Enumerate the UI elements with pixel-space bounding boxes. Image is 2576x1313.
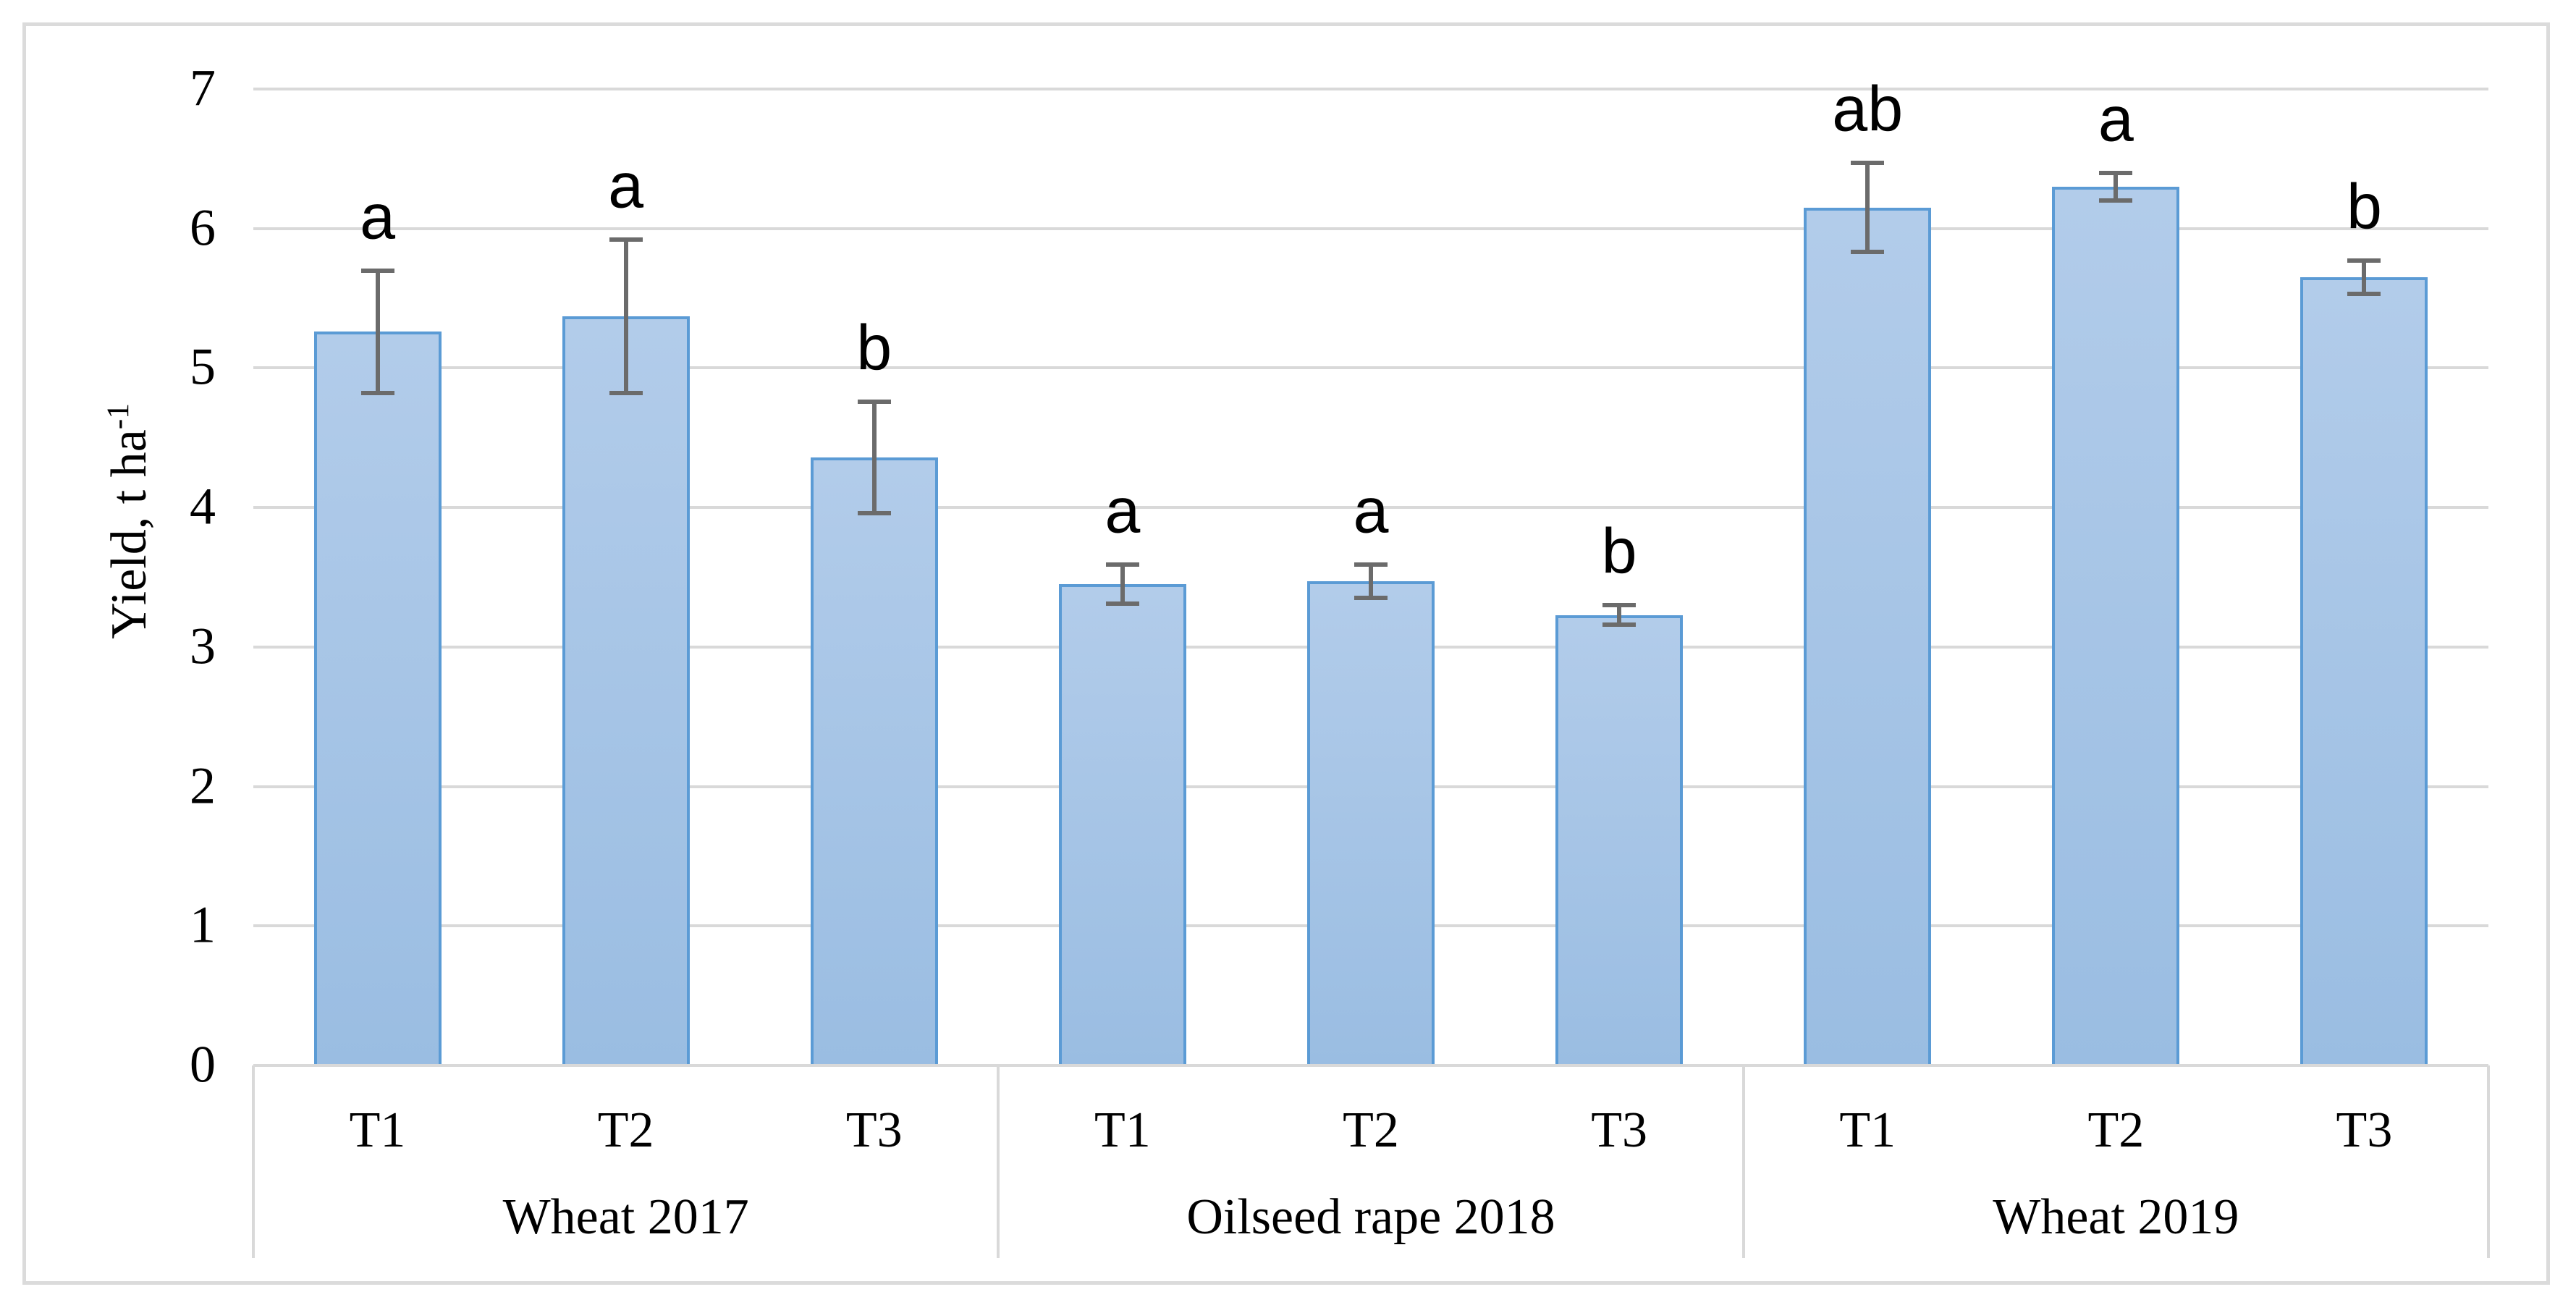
error-bar-line bbox=[375, 270, 380, 394]
y-tick-label-1: 1 bbox=[190, 895, 216, 954]
error-bar-cap-bottom bbox=[1602, 622, 1637, 628]
y-axis-title-text: Yield, t ha bbox=[101, 429, 158, 639]
error-bar-cap-top bbox=[857, 399, 891, 404]
category-label-t1-group1: T1 bbox=[349, 1102, 406, 1158]
x-axis-line bbox=[253, 1064, 2488, 1067]
y-axis-title-superscript: -1 bbox=[100, 403, 135, 430]
error-bar-line bbox=[871, 401, 877, 513]
error-bar-cap-bottom bbox=[857, 510, 891, 515]
error-bar-cap-bottom bbox=[609, 391, 643, 396]
group-label-oilseed-rape-2018: Oilseed rape 2018 bbox=[1186, 1189, 1555, 1245]
error-bar-cap-top bbox=[1851, 161, 1885, 166]
error-bar-cap-bottom bbox=[2347, 292, 2381, 297]
gridline-y6 bbox=[253, 227, 2488, 230]
category-group-divider-1 bbox=[997, 1065, 1000, 1258]
category-label-t1-group3: T1 bbox=[1839, 1102, 1896, 1158]
error-bar-cap-top bbox=[1105, 562, 1139, 567]
bar-wheat-2019-t3 bbox=[2300, 277, 2428, 1065]
bar-oilseed-rape-2018-t3 bbox=[1555, 615, 1684, 1065]
gridline-y4 bbox=[253, 506, 2488, 510]
significance-letter: b bbox=[2346, 170, 2382, 242]
gridline-y5 bbox=[253, 366, 2488, 370]
significance-letter: a bbox=[608, 149, 644, 221]
error-bar-cap-top bbox=[609, 237, 643, 242]
category-label-t2-group3: T2 bbox=[2087, 1102, 2145, 1158]
error-bar-cap-bottom bbox=[360, 391, 394, 396]
error-bar-cap-bottom bbox=[1105, 601, 1139, 607]
category-label-t3-group1: T3 bbox=[845, 1102, 903, 1158]
error-bar-cap-top bbox=[2099, 170, 2133, 175]
y-tick-label-2: 2 bbox=[190, 756, 216, 815]
error-bar-line bbox=[2113, 172, 2119, 201]
bar-oilseed-rape-2018-t1 bbox=[1058, 584, 1186, 1065]
significance-letter: a bbox=[360, 180, 396, 253]
significance-letter: b bbox=[856, 311, 892, 384]
error-bar-line bbox=[1617, 605, 1622, 625]
significance-letter: b bbox=[1601, 515, 1637, 587]
error-bar-cap-top bbox=[1602, 603, 1637, 608]
error-bar-line bbox=[623, 240, 628, 394]
error-bar-cap-top bbox=[1354, 562, 1388, 567]
gridline-y7 bbox=[253, 88, 2488, 90]
error-bar-line bbox=[1865, 163, 1870, 253]
y-tick-label-4: 4 bbox=[190, 477, 216, 536]
category-box-right-edge bbox=[2487, 1065, 2490, 1258]
y-tick-label-5: 5 bbox=[190, 337, 216, 396]
bar-wheat-2017-t2 bbox=[562, 316, 690, 1065]
category-label-t2-group2: T2 bbox=[1343, 1102, 1399, 1158]
bar-wheat-2019-t1 bbox=[1804, 207, 1932, 1065]
y-tick-label-3: 3 bbox=[190, 617, 216, 675]
error-bar-cap-top bbox=[2347, 258, 2381, 263]
bar-wheat-2019-t2 bbox=[2052, 186, 2180, 1065]
error-bar-cap-top bbox=[360, 268, 394, 273]
significance-letter: a bbox=[2098, 83, 2134, 155]
error-bar-cap-bottom bbox=[1851, 250, 1885, 255]
y-tick-label-0: 0 bbox=[190, 1035, 216, 1094]
y-tick-label-7: 7 bbox=[190, 59, 216, 117]
group-label-wheat-2019: Wheat 2019 bbox=[1993, 1189, 2239, 1245]
category-label-t2-group1: T2 bbox=[597, 1102, 654, 1158]
error-bar-line bbox=[2362, 261, 2367, 295]
category-label-t3-group2: T3 bbox=[1591, 1102, 1647, 1158]
significance-letter: a bbox=[1105, 474, 1141, 546]
y-tick-label-6: 6 bbox=[190, 198, 216, 257]
category-label-t3-group3: T3 bbox=[2336, 1102, 2393, 1158]
category-group-divider-2 bbox=[1741, 1065, 1745, 1258]
category-box-left-edge bbox=[252, 1065, 255, 1258]
error-bar-cap-bottom bbox=[2099, 198, 2133, 203]
bar-wheat-2017-t3 bbox=[810, 457, 938, 1065]
error-bar-line bbox=[1120, 565, 1125, 604]
error-bar-line bbox=[1369, 565, 1373, 599]
error-bar-cap-bottom bbox=[1354, 596, 1388, 601]
bar-wheat-2017-t1 bbox=[313, 332, 442, 1065]
significance-letter: a bbox=[1353, 474, 1389, 546]
group-label-wheat-2017: Wheat 2017 bbox=[502, 1189, 749, 1245]
significance-letter: ab bbox=[1832, 72, 1904, 145]
category-label-t1-group2: T1 bbox=[1094, 1102, 1151, 1158]
bar-oilseed-rape-2018-t2 bbox=[1307, 581, 1435, 1065]
